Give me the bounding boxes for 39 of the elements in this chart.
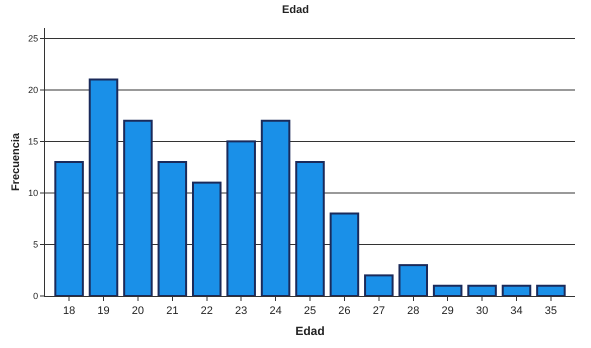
y-tick-label: 10 bbox=[28, 188, 38, 198]
x-tick-label: 18 bbox=[62, 305, 76, 318]
x-tick-label: 28 bbox=[407, 305, 420, 318]
x-tick-label: 20 bbox=[132, 305, 144, 318]
bar bbox=[88, 78, 118, 296]
x-tick-label: 35 bbox=[544, 305, 558, 318]
bar bbox=[295, 161, 325, 296]
x-tick-label: 29 bbox=[442, 305, 454, 318]
x-tick-label: 27 bbox=[372, 305, 385, 318]
bar bbox=[226, 140, 256, 296]
bar bbox=[192, 182, 222, 296]
x-tick-label: 30 bbox=[476, 305, 488, 318]
x-axis-title: Edad bbox=[295, 324, 325, 338]
chart-title: Edad bbox=[282, 4, 309, 16]
bar bbox=[54, 161, 84, 296]
x-tick-label: 22 bbox=[200, 305, 213, 318]
x-tick-label: 23 bbox=[235, 305, 248, 318]
y-tick-label: 15 bbox=[28, 136, 38, 147]
y-tick-label: 0 bbox=[33, 291, 38, 302]
bar bbox=[467, 284, 497, 296]
bar bbox=[432, 284, 462, 296]
y-axis-title: Frecuencia bbox=[10, 132, 22, 192]
bar bbox=[364, 274, 394, 296]
x-tick-label: 25 bbox=[304, 305, 316, 318]
bar bbox=[123, 120, 153, 296]
x-tick-label: 34 bbox=[510, 305, 523, 318]
x-tick-label: 24 bbox=[269, 305, 282, 318]
x-tick-label: 19 bbox=[97, 305, 110, 318]
bar bbox=[158, 161, 188, 296]
x-tick-label: 21 bbox=[166, 305, 178, 318]
bar bbox=[502, 284, 532, 296]
y-tick-label: 25 bbox=[28, 33, 38, 44]
bar bbox=[260, 120, 290, 296]
y-tick-label: 5 bbox=[33, 240, 38, 250]
bar bbox=[398, 264, 428, 296]
x-tick-label: 26 bbox=[338, 305, 351, 318]
bar bbox=[330, 212, 360, 296]
bar bbox=[536, 284, 566, 296]
y-tick-label: 20 bbox=[28, 85, 38, 95]
